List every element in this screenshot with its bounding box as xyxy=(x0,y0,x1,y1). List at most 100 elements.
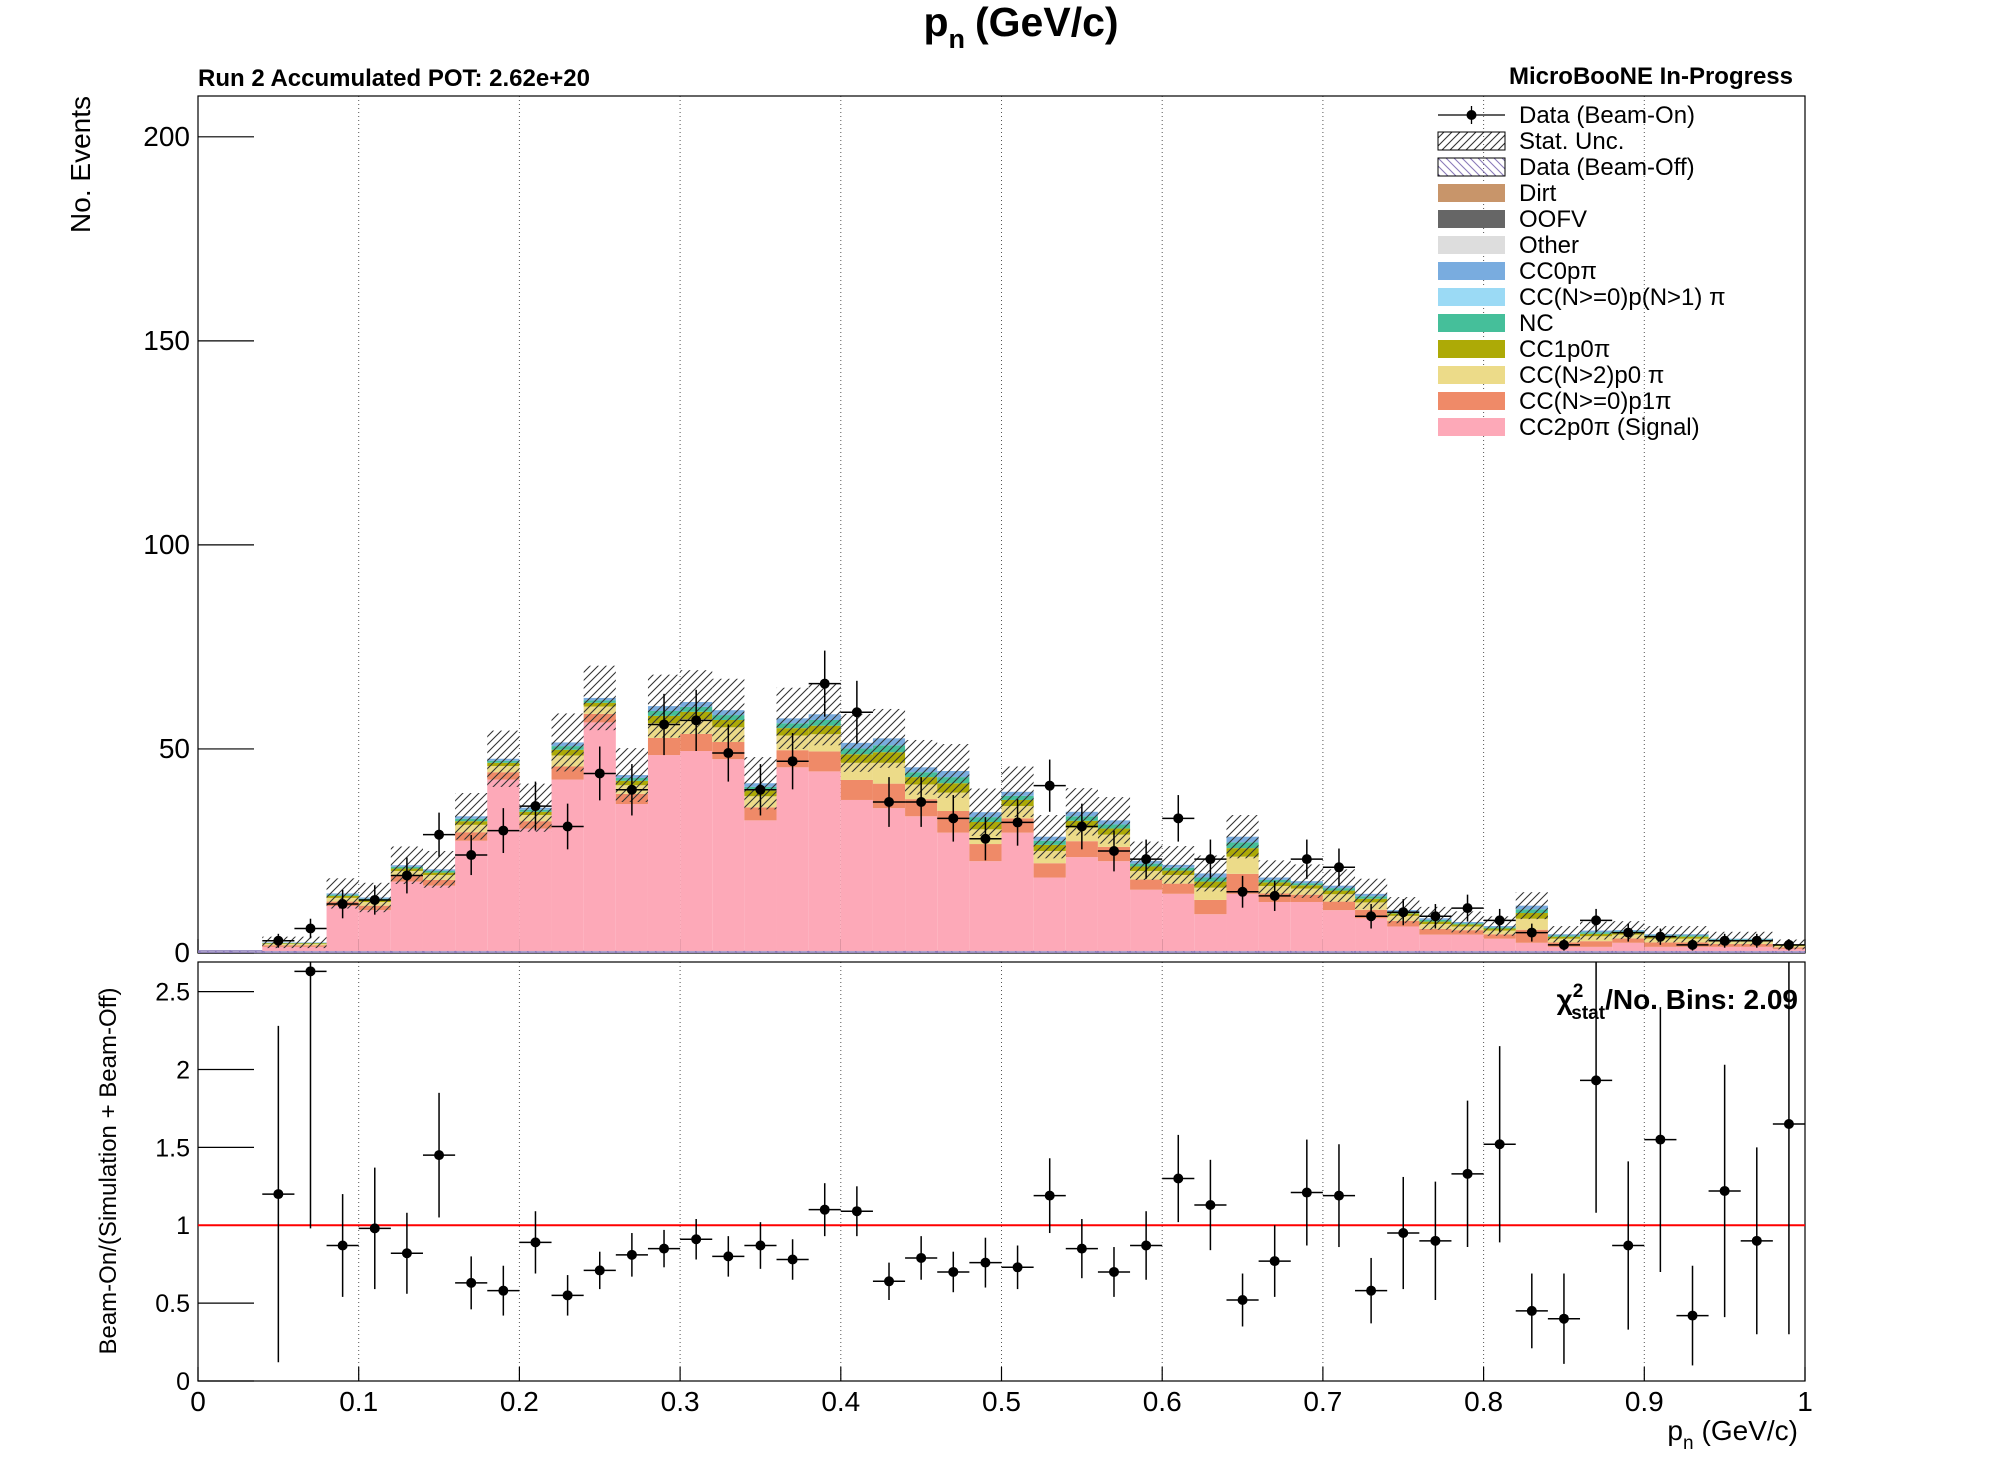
ratio-point xyxy=(755,1240,766,1251)
stat-unc-band xyxy=(1226,815,1259,859)
beam-off-bar xyxy=(325,950,360,953)
y-tick-label: 0 xyxy=(174,937,190,968)
chi2-label-part: 2 xyxy=(1573,981,1584,1002)
stat-unc-band xyxy=(1451,911,1484,933)
ratio-point xyxy=(498,1285,509,1296)
stack-segment xyxy=(776,767,809,951)
beam-off-bar xyxy=(615,950,649,953)
x-tick-label: 0.3 xyxy=(661,1386,700,1417)
ratio-point xyxy=(1430,1235,1441,1246)
data-point xyxy=(1462,903,1473,914)
ratio-point xyxy=(1269,1256,1280,1267)
ratio-point xyxy=(562,1290,573,1301)
beam-off-bar xyxy=(775,950,810,953)
beam-off-bar xyxy=(518,950,553,953)
ratio-point xyxy=(369,1223,380,1234)
legend-swatch xyxy=(1438,418,1505,436)
y-tick-label: 0.5 xyxy=(155,1290,190,1318)
stack-segment xyxy=(712,759,745,951)
beam-off-bar xyxy=(422,950,456,953)
stat-unc-band xyxy=(872,708,906,768)
y-tick-label: 2 xyxy=(176,1056,190,1084)
x-axis-label: pn (GeV/c) xyxy=(1667,1415,1798,1454)
data-point xyxy=(1687,939,1698,950)
beam-off-bar xyxy=(1707,950,1742,953)
stack-segment xyxy=(1290,901,1323,951)
stack-segment xyxy=(1162,883,1195,894)
legend-swatch xyxy=(1438,210,1505,228)
ratio-point xyxy=(1462,1168,1473,1179)
x-tick-label: 0.9 xyxy=(1625,1386,1664,1417)
ratio-point xyxy=(1108,1266,1119,1277)
beam-off-bar xyxy=(711,950,746,953)
x-axis-label-part: p xyxy=(1667,1415,1683,1446)
beam-off-bar xyxy=(679,950,713,953)
stack-segment xyxy=(1322,901,1356,911)
axes: 0 50 100 150 200 xyxy=(143,95,1806,968)
legend-label: Other xyxy=(1519,232,1579,259)
stat-unc-band xyxy=(551,713,584,772)
stack-segment xyxy=(1612,942,1645,951)
stack-segment xyxy=(1580,946,1613,951)
chart-title-part: n xyxy=(949,24,966,54)
beam-off-bar xyxy=(840,950,874,953)
stack-segment xyxy=(840,799,873,951)
legend-label: OOFV xyxy=(1519,206,1587,233)
data-point xyxy=(1591,915,1602,926)
data-point xyxy=(1269,890,1280,901)
beam-off-bar xyxy=(1161,950,1196,953)
stack-segment xyxy=(1001,832,1034,951)
stat-unc-band xyxy=(1547,926,1581,943)
ratio-point xyxy=(1719,1185,1730,1196)
stack-segment xyxy=(1483,938,1516,951)
ratio-point xyxy=(1141,1240,1152,1251)
ratio-point xyxy=(916,1252,927,1263)
beam-off-bar xyxy=(647,950,681,953)
ratio-point xyxy=(594,1265,605,1276)
legend-swatch xyxy=(1437,131,1506,151)
data-point xyxy=(1141,854,1152,865)
stack-segment xyxy=(1740,946,1773,951)
chart-title-part: (GeV/c) xyxy=(975,0,1119,45)
beam-off-bar xyxy=(1032,950,1067,953)
ratio-point xyxy=(980,1257,991,1268)
x-tick-label: 0.7 xyxy=(1303,1386,1342,1417)
annotation-right: MicroBooNE In-Progress xyxy=(1509,63,1793,90)
data-point xyxy=(1623,927,1634,938)
data-point xyxy=(1783,939,1794,950)
stack-segment xyxy=(1130,889,1163,951)
beam-off-bar xyxy=(357,950,392,953)
stack-segment xyxy=(1644,946,1677,951)
x-tick-label: 0.6 xyxy=(1143,1386,1182,1417)
data-point xyxy=(1655,931,1666,942)
beam-off-bar xyxy=(1675,950,1710,953)
x-tick-label: 0.8 xyxy=(1464,1386,1503,1417)
legend: Data (Beam-On)Stat. Unc.Data (Beam-Off)D… xyxy=(1437,102,1726,441)
stack-segment xyxy=(1194,899,1227,915)
legend-label: CC(N>=0)p(N>1) π xyxy=(1519,284,1726,311)
beam-off-bar xyxy=(1739,950,1774,953)
stack-segment xyxy=(1419,928,1452,935)
ratio-point xyxy=(884,1276,895,1287)
data-point xyxy=(980,833,991,844)
data-point xyxy=(434,829,445,840)
chi2-label-part: χ xyxy=(1557,984,1573,1015)
ratio-point xyxy=(1012,1262,1023,1273)
beam-off-bar xyxy=(1225,950,1260,953)
stat-unc-band xyxy=(1162,846,1195,884)
beam-off-bar xyxy=(1129,950,1163,953)
stack-segment xyxy=(1322,910,1356,951)
stat-unc-band xyxy=(1355,878,1388,909)
stack-segment xyxy=(1451,934,1484,951)
stack-segment xyxy=(1097,861,1131,951)
stack-segment xyxy=(744,820,777,951)
ratio-point xyxy=(1044,1190,1055,1201)
legend-label: CC1p0π xyxy=(1519,336,1610,363)
data-points xyxy=(262,650,1805,951)
data-point xyxy=(723,748,734,759)
data-point xyxy=(1237,886,1248,897)
ratio-point xyxy=(401,1248,412,1259)
ratio-point xyxy=(337,1240,348,1251)
ratio-point xyxy=(787,1254,798,1265)
